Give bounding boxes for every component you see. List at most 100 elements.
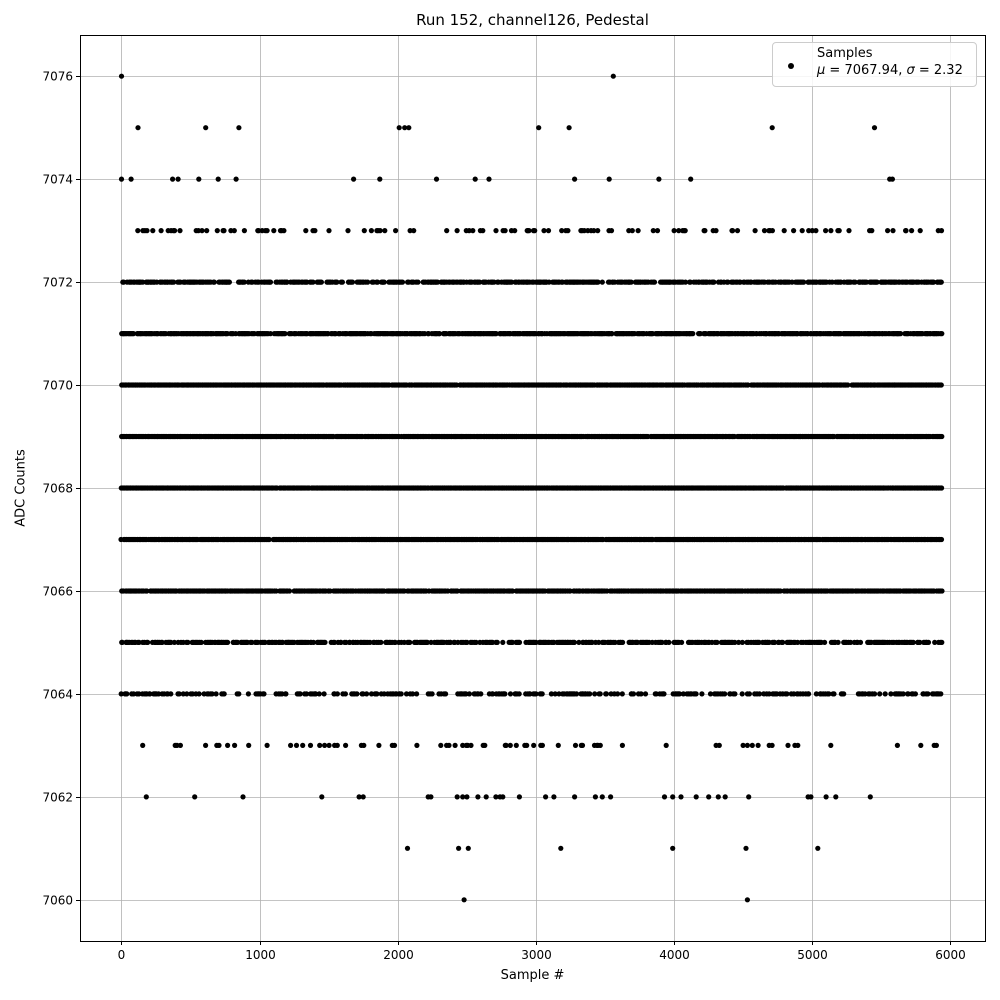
data-point xyxy=(321,691,327,697)
data-point xyxy=(877,691,883,697)
data-point xyxy=(872,691,878,697)
data-point xyxy=(666,639,672,646)
data-point xyxy=(198,639,204,646)
data-point xyxy=(777,588,784,594)
data-point xyxy=(424,639,430,646)
data-point xyxy=(436,331,443,337)
data-point xyxy=(452,742,458,749)
data-point xyxy=(468,742,474,749)
data-point xyxy=(221,691,227,697)
data-point xyxy=(338,639,344,646)
y-tick-label: 7060 xyxy=(42,894,73,908)
data-point xyxy=(456,845,462,851)
data-point xyxy=(620,639,626,646)
data-point xyxy=(503,742,509,749)
data-point xyxy=(693,691,699,697)
data-point xyxy=(124,691,130,697)
data-point xyxy=(835,639,841,646)
data-point xyxy=(261,691,267,697)
data-point xyxy=(780,639,786,646)
data-point xyxy=(555,742,561,749)
data-point xyxy=(609,331,615,337)
data-point xyxy=(676,691,683,697)
data-point xyxy=(297,691,303,697)
data-point xyxy=(360,794,366,800)
data-point xyxy=(509,588,516,594)
data-point xyxy=(533,691,539,697)
data-point xyxy=(403,691,410,697)
data-point xyxy=(391,742,398,749)
data-point xyxy=(619,742,626,749)
data-point xyxy=(808,794,814,800)
data-point xyxy=(170,176,176,182)
data-point xyxy=(740,742,746,749)
data-point xyxy=(857,639,864,646)
data-point xyxy=(813,691,820,697)
data-point xyxy=(822,639,828,646)
data-point xyxy=(661,691,667,697)
data-point xyxy=(513,742,519,749)
data-point xyxy=(670,845,676,851)
data-point xyxy=(678,794,684,800)
data-point xyxy=(746,794,752,800)
data-point xyxy=(905,691,911,697)
data-point xyxy=(168,691,174,697)
data-point xyxy=(316,691,322,697)
x-tick-label: 5000 xyxy=(797,948,828,962)
data-point xyxy=(454,588,460,594)
data-point xyxy=(690,331,696,337)
data-point xyxy=(147,691,153,697)
data-point xyxy=(118,691,124,697)
data-point xyxy=(136,691,142,697)
data-point xyxy=(225,742,231,749)
data-point xyxy=(795,742,801,749)
data-point xyxy=(732,691,738,697)
y-tick-label: 7064 xyxy=(42,688,73,702)
data-point xyxy=(736,639,742,646)
data-point xyxy=(232,742,238,749)
data-point xyxy=(319,794,325,800)
data-point xyxy=(706,794,712,800)
data-point xyxy=(558,845,564,851)
x-tick-label: 3000 xyxy=(521,948,552,962)
data-point xyxy=(473,639,479,646)
data-point xyxy=(539,742,546,749)
data-point xyxy=(282,331,288,337)
data-point xyxy=(135,125,141,131)
data-point xyxy=(656,176,662,182)
data-point xyxy=(587,691,593,697)
data-point xyxy=(446,742,452,749)
data-point xyxy=(722,691,728,697)
data-point xyxy=(910,639,916,646)
data-point xyxy=(267,331,274,337)
data-point xyxy=(746,691,753,697)
data-point xyxy=(603,691,610,697)
data-point xyxy=(490,691,496,697)
data-point xyxy=(524,742,530,749)
data-point xyxy=(716,742,722,749)
data-point xyxy=(216,742,222,749)
data-point xyxy=(175,176,181,182)
data-point xyxy=(493,794,499,800)
data-point xyxy=(938,691,944,697)
data-point xyxy=(494,639,500,646)
data-point xyxy=(592,691,598,697)
data-point xyxy=(630,691,637,697)
data-point xyxy=(659,639,665,646)
data-point xyxy=(236,691,242,697)
data-point xyxy=(933,742,940,749)
data-point xyxy=(597,691,603,697)
data-point xyxy=(848,639,854,646)
data-point xyxy=(756,691,763,697)
data-point xyxy=(334,742,340,749)
data-points xyxy=(118,73,945,903)
data-point xyxy=(679,639,685,646)
data-point xyxy=(932,639,938,646)
data-point xyxy=(939,433,945,440)
data-point xyxy=(286,588,293,594)
data-point xyxy=(433,176,440,182)
data-point xyxy=(378,639,384,646)
data-point xyxy=(465,845,471,851)
data-point xyxy=(688,176,694,182)
data-point xyxy=(599,794,605,800)
